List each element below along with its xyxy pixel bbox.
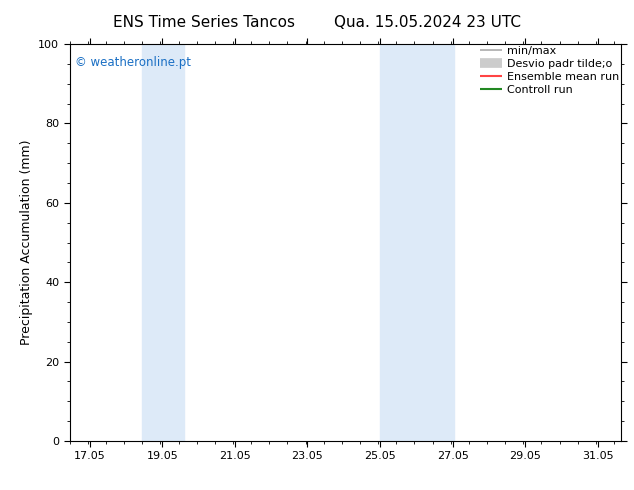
Text: ENS Time Series Tancos        Qua. 15.05.2024 23 UTC: ENS Time Series Tancos Qua. 15.05.2024 2… [113,15,521,30]
Legend: min/max, Desvio padr tilde;o, Ensemble mean run, Controll run: min/max, Desvio padr tilde;o, Ensemble m… [480,47,619,95]
Y-axis label: Precipitation Accumulation (mm): Precipitation Accumulation (mm) [20,140,33,345]
Text: © weatheronline.pt: © weatheronline.pt [75,56,191,69]
Bar [380,44,411,441]
Bar [142,44,184,441]
Bar [411,44,455,441]
